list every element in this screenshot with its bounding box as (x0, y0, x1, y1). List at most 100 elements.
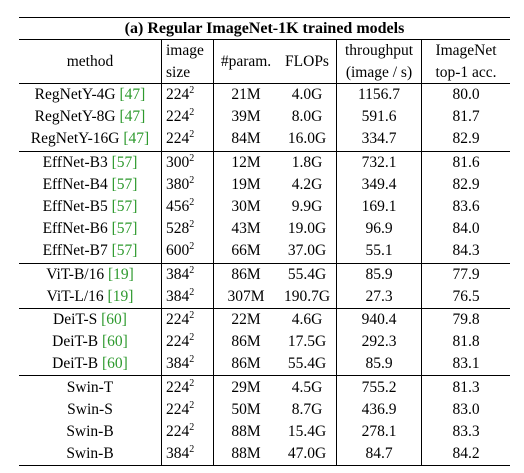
flops-cell: 190.7G (278, 285, 337, 309)
throughput-cell: 436.9 (336, 398, 422, 421)
image-size-value: 224 (166, 333, 190, 351)
method-cell: RegNetY-8G [47] (19, 106, 162, 129)
image-size-value: 528 (166, 220, 190, 238)
image-size-value: 384 (166, 265, 190, 283)
image-size-exponent: 2 (189, 129, 195, 141)
flops-cell: 8.0G (278, 106, 337, 129)
throughput-cell: 55.1 (336, 240, 422, 263)
citation-link[interactable]: [60] (101, 355, 128, 373)
table-row: EffNet-B5 [57] 4562 30M 9.9G 169.1 83.6 (19, 195, 510, 219)
image-size-value: 300 (166, 153, 190, 171)
table-row: DeiT-B [60] 3842 86M 55.4G 85.9 83.1 (19, 353, 510, 376)
accuracy-cell: 79.8 (421, 307, 510, 332)
accuracy-cell: 84.2 (421, 443, 510, 467)
header-image-size-line1: image (161, 39, 214, 62)
table-row: DeiT-B [60] 2242 86M 17.5G 292.3 81.8 (19, 331, 510, 354)
image-size-exponent: 2 (189, 421, 195, 433)
citation-link[interactable]: [47] (123, 130, 150, 148)
flops-cell: 4.2G (278, 173, 337, 196)
flops-cell: 9.9G (278, 195, 337, 219)
header-accuracy-line1: ImageNet (435, 42, 497, 59)
method-cell: EffNet-B6 [57] (19, 218, 162, 241)
params-cell: 22M (213, 307, 278, 332)
throughput-cell: 940.4 (336, 307, 422, 332)
image-size-cell: 3842 (161, 262, 214, 286)
citation-link[interactable]: [57] (111, 198, 138, 216)
flops-cell: 4.0G (278, 83, 337, 107)
throughput-cell: 292.3 (336, 331, 422, 354)
image-size-cell: 2242 (161, 420, 214, 443)
method-cell: Swin-B (19, 420, 162, 443)
image-size-exponent: 2 (189, 107, 195, 119)
header-image-size-line2: size (161, 62, 214, 84)
image-size-cell: 2242 (161, 83, 214, 107)
throughput-cell: 278.1 (336, 420, 422, 443)
flops-cell: 37.0G (278, 240, 337, 263)
model-name: DeiT-S (53, 310, 98, 328)
params-cell: 66M (231, 242, 261, 260)
throughput-cell: 96.9 (336, 218, 422, 241)
model-name: DeiT-B (52, 333, 99, 351)
table-row: EffNet-B7 [57] 6002 66M 37.0G 55.1 84.3 (19, 240, 510, 263)
params-cell: 21M (213, 83, 278, 107)
throughput-cell: 334.7 (336, 128, 422, 152)
throughput-cell: 84.7 (336, 443, 422, 467)
model-name: EffNet-B7 (42, 242, 108, 260)
accuracy-cell: 77.9 (421, 262, 510, 286)
table-row: RegNetY-4G [47] 2242 21M 4.0G 1156.7 80.0 (19, 83, 510, 107)
image-size-cell: 2242 (161, 398, 214, 421)
throughput-cell: 27.3 (336, 285, 422, 309)
citation-link[interactable]: [57] (111, 153, 138, 171)
table-row: RegNetY-16G [47] 2242 84M 16.0G 334.7 82.9 (19, 128, 510, 152)
params-cell: 50M (231, 400, 261, 418)
model-name: Swin-B (66, 422, 114, 440)
header-row: method image #param. FLOPs throughput Im… (19, 39, 510, 84)
throughput-cell: 85.9 (336, 262, 422, 286)
flops-cell: 15.4G (278, 420, 337, 443)
model-name: Swin-S (67, 400, 113, 418)
image-size-value: 224 (166, 108, 190, 126)
table-row: Swin-S 2242 50M 8.7G 436.9 83.0 (19, 398, 510, 421)
accuracy-cell: 82.9 (452, 130, 480, 148)
citation-link[interactable]: [19] (107, 265, 134, 283)
table-row: EffNet-B4 [57] 3802 19M 4.2G 349.4 82.9 (19, 173, 510, 196)
citation-link[interactable]: [47] (119, 86, 146, 104)
throughput-cell: 732.1 (336, 150, 422, 174)
method-cell: EffNet-B3 [57] (19, 150, 162, 174)
citation-link[interactable]: [60] (101, 310, 127, 328)
params-cell: 19M (231, 175, 261, 193)
params-cell: 307M (227, 287, 265, 305)
image-size-cell: 2242 (161, 307, 214, 332)
image-size-exponent: 2 (189, 219, 195, 231)
image-size-exponent: 2 (189, 444, 195, 456)
table-title-row: (a) Regular ImageNet-1K trained models (19, 17, 510, 40)
citation-link[interactable]: [19] (107, 287, 134, 305)
model-name: RegNetY-16G (30, 130, 120, 148)
params-cell: 86M (231, 355, 261, 373)
accuracy-cell: 83.3 (452, 422, 480, 440)
image-size-exponent: 2 (189, 85, 195, 97)
citation-link[interactable]: [57] (111, 175, 138, 193)
model-name: ViT-L/16 (46, 287, 104, 305)
citation-link[interactable]: [57] (111, 220, 138, 238)
image-size-cell: 2242 (161, 331, 214, 354)
image-size-cell: 3002 (161, 150, 214, 174)
table-row: RegNetY-8G [47] 2242 39M 8.0G 591.6 81.7 (19, 106, 510, 129)
image-size-exponent: 2 (189, 286, 195, 298)
params-cell: 88M (213, 443, 278, 467)
header-method: method (19, 39, 162, 84)
params-cell: 30M (231, 198, 261, 216)
citation-link[interactable]: [60] (101, 333, 128, 351)
citation-link[interactable]: [57] (111, 242, 138, 260)
table-row: EffNet-B3 [57] 3002 12M 1.8G 732.1 81.6 (19, 150, 510, 174)
header-throughput-line1: throughput (336, 39, 422, 62)
image-size-value: 224 (166, 422, 190, 440)
method-cell: EffNet-B7 [57] (19, 240, 162, 263)
citation-link[interactable]: [47] (119, 108, 146, 126)
image-size-value: 224 (166, 130, 190, 148)
image-size-value: 224 (166, 310, 190, 328)
method-cell: Swin-B (19, 443, 162, 467)
image-size-exponent: 2 (189, 377, 195, 389)
table-row: Swin-T 2242 29M 4.5G 755.2 81.3 (19, 375, 510, 399)
accuracy-cell: 82.9 (452, 175, 480, 193)
